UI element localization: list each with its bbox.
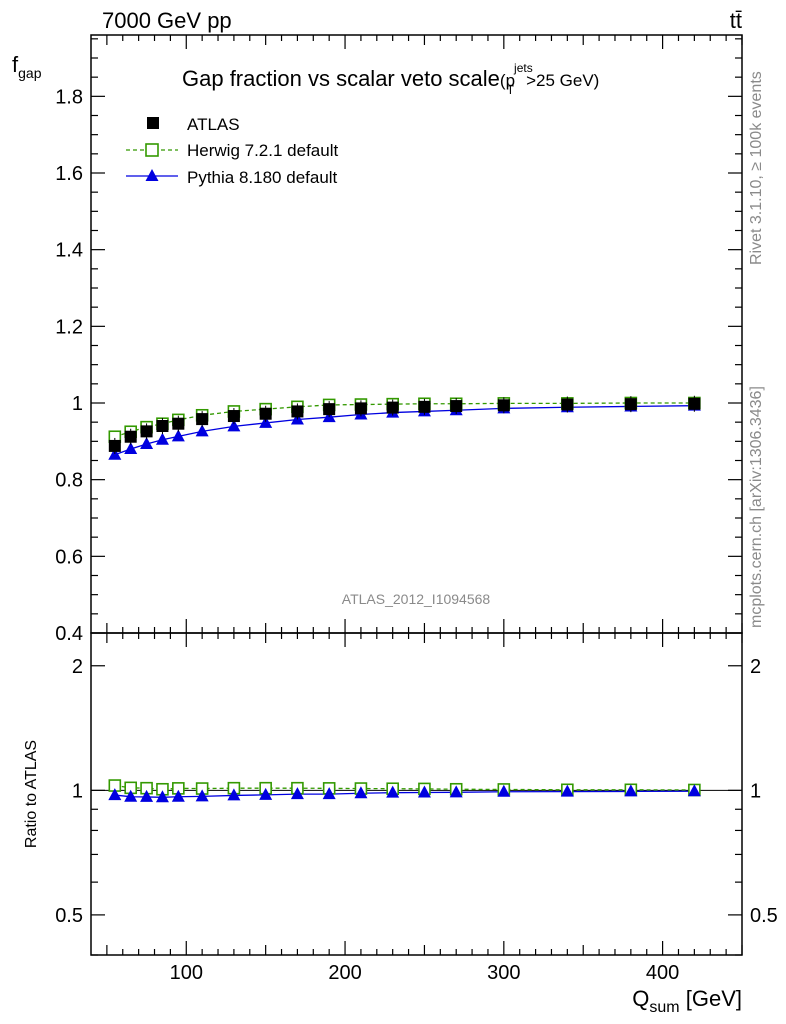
x-tick-label: 200 <box>328 962 361 984</box>
ratio-point-pythia-8-180-default <box>417 785 431 798</box>
ratio-ylabel: Ratio to ATLAS <box>23 740 40 848</box>
main-point-atlas <box>450 400 463 413</box>
ratio-point-pythia-8-180-default <box>624 784 638 797</box>
main-point-atlas <box>497 399 510 412</box>
rivet-side-label: Rivet 3.1.10, ≥ 100k events <box>748 71 765 265</box>
legend-atlas-label: ATLAS <box>187 115 240 134</box>
main-point-pythia-8-180-default <box>124 442 138 454</box>
ratio-point-pythia-8-180-default <box>227 788 241 801</box>
ratio-point-pythia-8-180-default <box>449 785 463 798</box>
main-point-atlas <box>386 401 399 414</box>
legend-pythia-label: Pythia 8.180 default <box>187 168 338 187</box>
ratio-point-pythia-8-180-default <box>171 789 185 802</box>
x-tick-label: 300 <box>487 962 520 984</box>
main-point-atlas <box>418 400 431 413</box>
chart-title-sup: jets <box>513 61 533 75</box>
main-point-atlas <box>227 410 240 423</box>
main-point-atlas <box>259 407 272 420</box>
main-axis-ticks: 0.4 0.6 0.8 1 1.2 1.4 1.6 1.8 <box>55 35 743 645</box>
legend-herwig-label: Herwig 7.2.1 default <box>187 141 338 160</box>
main-ytick-label: 1.2 <box>55 316 83 338</box>
main-point-atlas <box>323 403 336 416</box>
ratio-point-pythia-8-180-default <box>140 789 154 802</box>
chart-title-main: Gap fraction vs scalar veto scale <box>182 66 500 91</box>
ratio-axis-ticks: 100 200 300 400 0.5 0.5 1 1 2 2 <box>55 633 778 984</box>
main-ytick-label: 1.6 <box>55 163 83 185</box>
main-point-pythia-8-180-default <box>259 415 273 428</box>
ratio-ytick-label-right: 1 <box>750 780 761 802</box>
main-point-atlas <box>108 439 121 452</box>
ratio-panel-frame <box>90 632 743 956</box>
main-point-pythia-8-180-default <box>140 437 154 450</box>
x-axis-label-unit: [GeV] <box>680 986 742 1011</box>
main-ytick-label: 1.8 <box>55 86 83 108</box>
ratio-point-pythia-8-180-default <box>386 785 400 798</box>
main-point-atlas <box>624 398 637 411</box>
main-point-atlas <box>172 417 185 430</box>
main-point-pythia-8-180-default <box>171 429 185 442</box>
x-tick-label: 100 <box>170 962 203 984</box>
main-ytick-label: 1 <box>72 393 83 415</box>
chart-title-rest: >25 GeV) <box>526 71 599 90</box>
main-ytick-label: 0.8 <box>55 470 83 492</box>
header-energy-label: 7000 GeV pp <box>102 8 232 33</box>
mcplots-side-label: mcplots.cern.ch [arXiv:1306.3436] <box>748 386 765 628</box>
main-point-pythia-8-180-default <box>227 419 241 432</box>
main-data-layer <box>108 395 701 460</box>
main-ylabel-sub: gap <box>18 65 42 81</box>
ratio-point-pythia-8-180-default <box>108 788 122 801</box>
main-point-atlas <box>124 430 137 443</box>
main-point-pythia-8-180-default <box>155 432 169 445</box>
ratio-point-pythia-8-180-default <box>497 784 511 797</box>
ratio-point-pythia-8-180-default <box>560 784 574 797</box>
ratio-point-pythia-8-180-default <box>354 786 368 799</box>
ratio-point-pythia-8-180-default <box>322 787 336 800</box>
chart-title-open: (p <box>500 71 515 90</box>
main-ylabel-base: f <box>12 52 19 77</box>
main-ylabel: fgap <box>12 52 42 81</box>
ratio-point-pythia-8-180-default <box>687 784 701 797</box>
legend-herwig-marker <box>145 143 159 157</box>
main-ytick-label: 0.4 <box>55 623 83 645</box>
main-series-line-herwig-7-2-1-default <box>114 402 695 438</box>
main-point-pythia-8-180-default <box>195 424 209 437</box>
legend-atlas-marker <box>147 117 159 129</box>
main-ytick-label: 0.6 <box>55 546 83 568</box>
x-tick-label: 400 <box>646 962 679 984</box>
legend: ATLAS Herwig 7.2.1 default Pythia 8.180 … <box>126 115 338 187</box>
x-axis-label-base: Q <box>632 986 649 1011</box>
analysis-watermark: ATLAS_2012_I1094568 <box>342 591 491 607</box>
legend-pythia-marker <box>145 169 159 181</box>
ratio-ytick-label-left: 0.5 <box>55 905 83 927</box>
ratio-data-layer <box>108 779 701 803</box>
header-process-label: tt̄ <box>730 8 742 33</box>
main-point-atlas <box>688 397 701 410</box>
ratio-ytick-label-right: 0.5 <box>750 905 778 927</box>
chart-title-sub: T <box>507 83 515 97</box>
main-point-atlas <box>196 413 209 426</box>
ratio-ytick-label-left: 1 <box>72 780 83 802</box>
main-point-atlas <box>561 398 574 411</box>
ratio-point-pythia-8-180-default <box>195 789 209 802</box>
main-point-atlas <box>140 425 153 438</box>
ratio-point-pythia-8-180-default <box>155 790 169 803</box>
ratio-point-pythia-8-180-default <box>259 787 273 800</box>
ratio-point-pythia-8-180-default <box>124 789 138 802</box>
ratio-point-pythia-8-180-default <box>290 787 304 800</box>
ratio-ytick-label-left: 2 <box>72 656 83 678</box>
main-point-atlas <box>156 420 169 432</box>
x-axis-label: Qsum [GeV] <box>632 986 742 1016</box>
main-ytick-label: 1.4 <box>55 240 83 262</box>
main-point-atlas <box>354 402 367 415</box>
ratio-ytick-label-right: 2 <box>750 656 761 678</box>
x-axis-label-sub: sum <box>649 999 679 1016</box>
chart-title: Gap fraction vs scalar veto scale(pjets T… <box>182 61 599 97</box>
main-point-atlas <box>291 405 304 418</box>
